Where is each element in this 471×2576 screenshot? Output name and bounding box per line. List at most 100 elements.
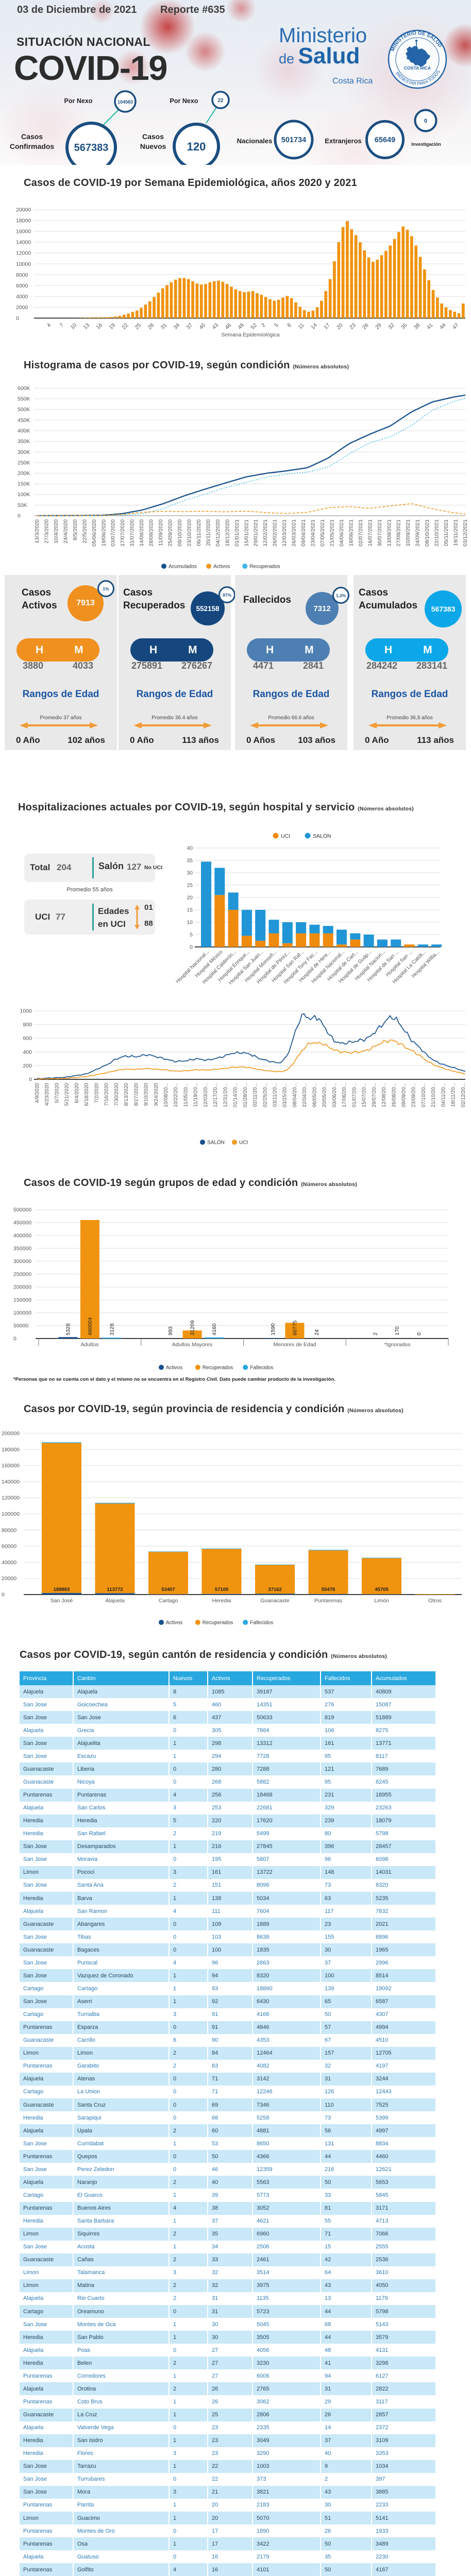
svg-text:13/08/2021: 13/08/2021 (386, 519, 392, 547)
svg-text:07/05/2021: 07/05/2021 (319, 519, 326, 547)
svg-text:02/07/2021: 02/07/2021 (358, 519, 364, 547)
svg-text:8: 8 (286, 322, 293, 329)
svg-text:Recuperados: Recuperados (203, 1620, 233, 1626)
svg-text:8/13/2020: 8/13/2020 (124, 1083, 129, 1106)
svg-text:30: 30 (187, 870, 193, 876)
svg-text:6000: 6000 (16, 283, 28, 289)
svg-text:7/30/2020: 7/30/2020 (114, 1083, 120, 1106)
svg-text:Alajuela: Alajuela (105, 1598, 125, 1604)
svg-text:37: 37 (185, 322, 194, 331)
svg-text:29: 29 (374, 322, 383, 331)
svg-text:01/28/20...: 01/28/20... (243, 1083, 248, 1107)
svg-text:Fallecidos: Fallecidos (250, 1365, 273, 1371)
svg-text:Fallecidos: Fallecidos (250, 1620, 273, 1626)
svg-text:06/05/20...: 06/05/20... (312, 1083, 317, 1107)
svg-text:43: 43 (211, 322, 220, 331)
svg-text:150K: 150K (18, 481, 30, 487)
svg-text:05/06/2020: 05/06/2020 (91, 519, 97, 547)
svg-text:20/11/2020: 20/11/2020 (205, 519, 211, 546)
svg-text:21/10/20...: 21/10/20... (431, 1083, 436, 1107)
svg-text:300K: 300K (18, 449, 30, 455)
svg-text:5: 5 (190, 932, 193, 938)
svg-text:19/11/2021: 19/11/2021 (453, 519, 459, 546)
svg-text:Otros: Otros (428, 1598, 442, 1604)
svg-text:104583: 104583 (117, 99, 133, 105)
svg-text:28/08/2020: 28/08/2020 (148, 519, 155, 547)
svg-text:35: 35 (187, 858, 193, 864)
svg-text:25: 25 (133, 322, 142, 331)
svg-text:*Ignorados: *Ignorados (384, 1342, 411, 1348)
svg-text:2: 2 (373, 1332, 379, 1335)
svg-text:03/12/2021: 03/12/2021 (462, 519, 468, 547)
svg-text:567383: 567383 (74, 142, 109, 154)
svg-text:180000: 180000 (2, 1447, 20, 1453)
svg-text:188883: 188883 (54, 1587, 70, 1592)
svg-text:02/11/20...: 02/11/20... (253, 1083, 258, 1107)
svg-text:16: 16 (95, 322, 104, 331)
svg-text:300000: 300000 (13, 1259, 31, 1265)
svg-text:COSTA RICA: COSTA RICA (404, 65, 431, 71)
svg-text:San José: San José (51, 1598, 73, 1604)
svg-text:25: 25 (187, 883, 193, 889)
svg-text:7: 7 (59, 322, 65, 329)
svg-text:23/09/20...: 23/09/20... (411, 1083, 417, 1107)
svg-text:04/06/2021: 04/06/2021 (339, 519, 345, 547)
svg-text:Recuperados: Recuperados (249, 564, 280, 570)
svg-text:50K: 50K (18, 502, 27, 509)
svg-text:Guanacaste: Guanacaste (260, 1598, 290, 1604)
svg-text:60000: 60000 (2, 1544, 16, 1550)
svg-text:Limón: Limón (374, 1598, 389, 1604)
svg-text:40000: 40000 (2, 1560, 16, 1566)
svg-text:01/07/20...: 01/07/20... (351, 1083, 357, 1107)
svg-text:31209: 31209 (190, 1320, 196, 1335)
svg-text:12/17/20...: 12/17/20... (213, 1083, 218, 1107)
svg-text:0: 0 (190, 944, 193, 951)
svg-text:140000: 140000 (2, 1479, 20, 1485)
svg-text:26/08/20...: 26/08/20... (391, 1083, 397, 1107)
svg-text:1000: 1000 (20, 1008, 32, 1014)
svg-text:12/02/2021: 12/02/2021 (262, 519, 268, 547)
svg-text:15/07/20...: 15/07/20... (362, 1083, 367, 1107)
svg-text:40: 40 (198, 322, 207, 331)
svg-text:10/22/20...: 10/22/20... (173, 1083, 179, 1107)
svg-text:44: 44 (439, 322, 447, 331)
svg-text:20: 20 (187, 895, 193, 901)
svg-text:12/03/2021: 12/03/2021 (281, 519, 288, 547)
svg-text:450000: 450000 (13, 1220, 31, 1226)
svg-text:4160: 4160 (211, 1323, 217, 1335)
svg-text:47: 47 (451, 322, 460, 331)
svg-text:4/9/2020: 4/9/2020 (35, 1083, 40, 1103)
svg-text:10/08/20...: 10/08/20... (163, 1083, 169, 1107)
svg-text:22: 22 (217, 98, 224, 104)
svg-text:03/11/20...: 03/11/20... (273, 1083, 278, 1107)
svg-text:53407: 53407 (161, 1587, 175, 1592)
svg-text:Puntarenas: Puntarenas (314, 1598, 342, 1604)
svg-text:Nacionales: Nacionales (237, 137, 273, 145)
svg-text:4/23/2020: 4/23/2020 (44, 1083, 50, 1106)
svg-text:3128: 3128 (109, 1323, 115, 1335)
svg-text:45705: 45705 (375, 1587, 389, 1592)
svg-text:03/07/2020: 03/07/2020 (110, 519, 116, 547)
svg-text:13/3/2020: 13/3/2020 (34, 519, 40, 544)
svg-text:10/09/2021: 10/09/2021 (405, 519, 411, 547)
svg-text:01/01/2021: 01/01/2021 (234, 519, 240, 547)
svg-text:8000: 8000 (16, 272, 28, 278)
svg-text:100000: 100000 (2, 1511, 20, 1517)
svg-text:29/01/2021: 29/01/2021 (253, 519, 259, 547)
svg-text:Activos: Activos (166, 1620, 182, 1626)
svg-text:21/05/2021: 21/05/2021 (329, 519, 335, 547)
svg-text:100000: 100000 (13, 1310, 31, 1316)
svg-text:Adultos Mayores: Adultos Mayores (172, 1342, 212, 1348)
svg-text:150000: 150000 (13, 1297, 31, 1303)
svg-text:11/05/20...: 11/05/20... (183, 1083, 189, 1107)
svg-text:24/4/2020: 24/4/2020 (62, 519, 69, 544)
svg-text:9/24/2020: 9/24/2020 (154, 1083, 159, 1106)
svg-text:02/25/20...: 02/25/20... (262, 1083, 268, 1107)
svg-text:0: 0 (416, 1332, 423, 1335)
svg-text:22/04/20...: 22/04/20... (302, 1083, 308, 1107)
svg-text:12/08/20...: 12/08/20... (381, 1083, 387, 1107)
svg-text:Investigación: Investigación (411, 142, 441, 147)
svg-text:6/4/2020: 6/4/2020 (74, 1083, 80, 1103)
svg-text:170: 170 (394, 1326, 400, 1335)
svg-text:04/12/2020: 04/12/2020 (215, 519, 221, 547)
